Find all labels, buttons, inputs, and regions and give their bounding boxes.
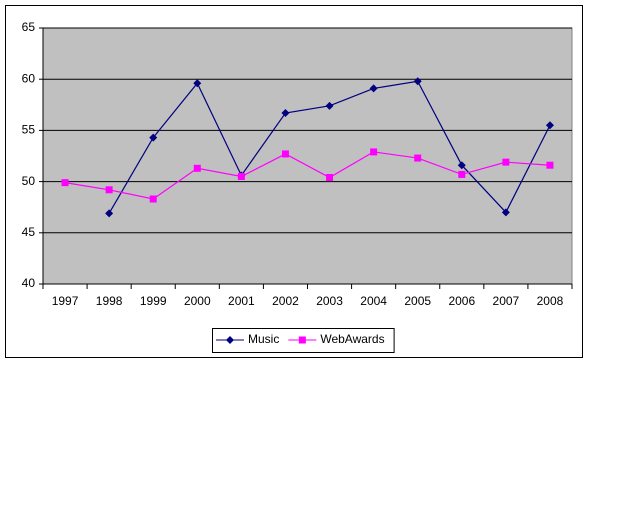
marker [413, 77, 422, 86]
y-tick-label: 60 [22, 71, 36, 85]
x-tick-label: 2003 [316, 294, 343, 308]
marker [369, 84, 378, 93]
plot-area [42, 27, 573, 285]
y-tick-label: 40 [22, 276, 36, 290]
legend-label: WebAwards [320, 332, 384, 346]
x-tick-label: 1997 [52, 294, 79, 308]
marker [457, 161, 466, 170]
marker [298, 336, 306, 344]
x-tick-label: 2005 [404, 294, 431, 308]
marker [149, 133, 158, 142]
x-tick-label: 2007 [493, 294, 520, 308]
marker [105, 186, 113, 194]
series-line [64, 151, 550, 200]
x-tick-label: 2008 [537, 294, 564, 308]
marker [193, 164, 201, 172]
x-tick-label: 2006 [448, 294, 475, 308]
y-tick-label: 45 [22, 225, 36, 239]
x-tick-label: 2000 [184, 294, 211, 308]
marker [281, 150, 289, 158]
marker [325, 101, 334, 110]
marker [105, 209, 114, 218]
y-tick-label: 55 [22, 123, 36, 137]
marker [149, 195, 157, 203]
marker [414, 154, 422, 162]
y-tick-label: 50 [22, 174, 36, 188]
marker [193, 79, 202, 88]
marker [237, 172, 245, 180]
x-tick-label: 2002 [272, 294, 299, 308]
marker [326, 174, 334, 182]
x-tick-label: 2001 [228, 294, 255, 308]
x-tick-label: 1998 [96, 294, 123, 308]
marker [501, 208, 510, 217]
marker [61, 179, 69, 187]
marker [226, 336, 234, 344]
x-tick-label: 2004 [360, 294, 387, 308]
marker [281, 108, 290, 117]
x-tick-label: 1999 [140, 294, 167, 308]
legend-label: Music [248, 332, 279, 346]
marker [545, 121, 554, 130]
y-tick-label: 65 [22, 20, 36, 34]
marker [458, 170, 466, 178]
marker [502, 158, 510, 166]
marker [546, 161, 554, 169]
marker [370, 148, 378, 156]
